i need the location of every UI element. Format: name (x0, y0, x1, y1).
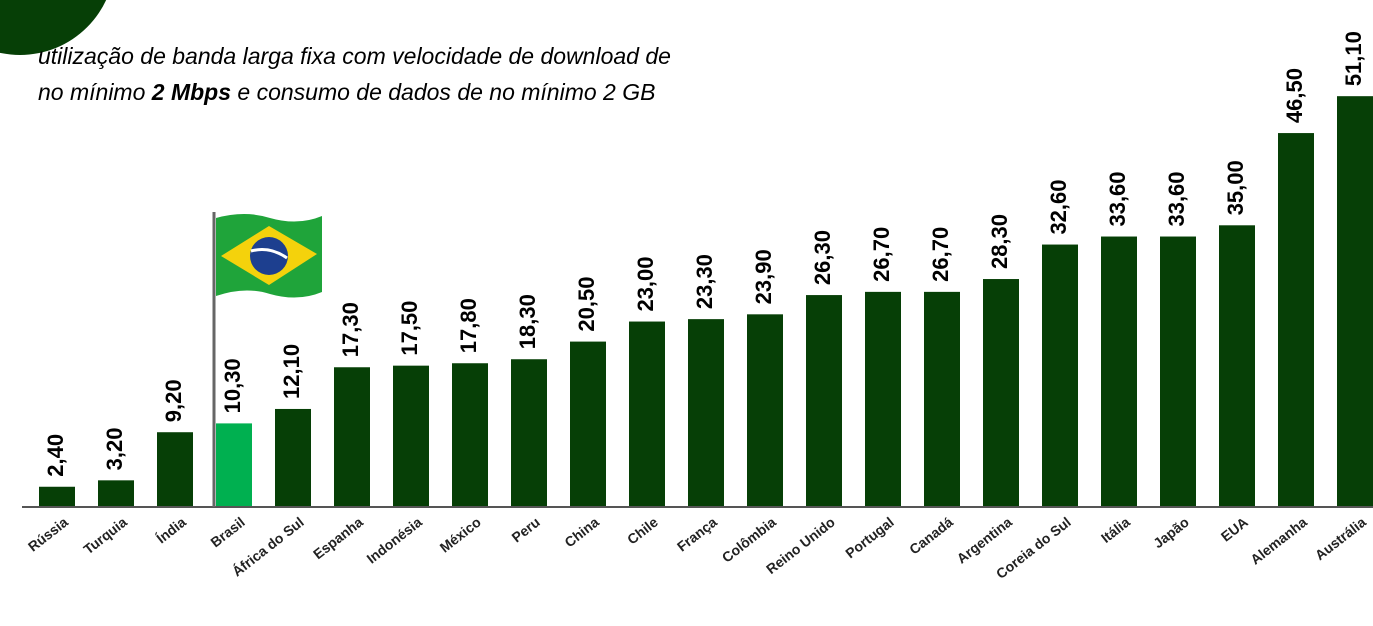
value-label: 35,00 (1223, 160, 1248, 215)
value-label: 2,40 (43, 434, 68, 477)
category-label: Chile (624, 514, 661, 548)
value-label: 26,70 (928, 227, 953, 282)
category-label: Brasil (207, 514, 248, 551)
subtitle-emphasis: 2 Mbps (151, 79, 231, 105)
value-label: 23,00 (633, 256, 658, 311)
bar (39, 486, 75, 506)
brazil-flag (212, 212, 322, 507)
value-label: 23,90 (751, 249, 776, 304)
category-label: Espanha (310, 514, 366, 563)
bar (570, 341, 606, 506)
bar (1160, 236, 1196, 506)
bar (157, 432, 193, 506)
bar (393, 365, 429, 506)
value-label: 9,20 (161, 379, 186, 422)
bar (452, 363, 488, 506)
subtitle-part: e consumo de dados de no mínimo 2 GB (231, 79, 655, 105)
bar (1278, 133, 1314, 506)
value-label: 12,10 (279, 344, 304, 399)
category-label: Canadá (906, 514, 956, 558)
value-label: 3,20 (102, 428, 127, 471)
category-label: Austrália (1312, 514, 1369, 564)
bars (39, 96, 1373, 507)
category-label: México (437, 514, 484, 556)
value-label: 18,30 (515, 294, 540, 349)
category-label: Peru (508, 514, 542, 546)
value-label: 32,60 (1046, 179, 1071, 234)
value-label: 17,50 (397, 301, 422, 356)
bar (629, 321, 665, 506)
category-label: Colômbia (719, 514, 779, 566)
category-label: Portugal (842, 514, 897, 562)
value-label: 33,60 (1105, 171, 1130, 226)
bar (1042, 244, 1078, 506)
value-label: 17,30 (338, 302, 363, 357)
bar (747, 314, 783, 506)
category-label: EUA (1218, 514, 1251, 545)
bar (983, 279, 1019, 506)
subtitle-line-1: utilização de banda larga fixa com veloc… (38, 43, 671, 69)
bar (924, 291, 960, 506)
category-label: França (674, 514, 720, 555)
bar (98, 480, 134, 506)
value-label: 20,50 (574, 277, 599, 332)
bar (1337, 96, 1373, 506)
bar (688, 319, 724, 506)
value-label: 10,30 (220, 358, 245, 413)
corner-decoration (0, 0, 107, 55)
category-label: Alemanha (1247, 514, 1310, 568)
bar (865, 291, 901, 506)
bar (511, 359, 547, 506)
category-label: China (561, 514, 602, 551)
category-label: Japão (1150, 514, 1192, 552)
bar (806, 295, 842, 506)
value-label: 51,10 (1341, 31, 1366, 86)
value-label: 17,80 (456, 298, 481, 353)
value-label: 23,30 (692, 254, 717, 309)
value-label: 33,60 (1164, 171, 1189, 226)
bar (1101, 236, 1137, 506)
subtitle-part: no mínimo (38, 79, 152, 105)
bar (1219, 225, 1255, 507)
category-label: Indonésia (363, 514, 425, 567)
value-label: 26,30 (810, 230, 835, 285)
category-label: Índia (153, 514, 189, 547)
value-label: 46,50 (1282, 68, 1307, 123)
category-label: Rússia (25, 514, 71, 555)
category-label: Turquia (80, 514, 130, 558)
bar (334, 367, 370, 506)
value-label: 26,70 (869, 227, 894, 282)
subtitle-line-2: no mínimo 2 Mbps e consumo de dados de n… (38, 79, 655, 105)
bar (216, 423, 252, 506)
category-label: Itália (1098, 514, 1133, 546)
bar (275, 408, 311, 506)
value-label: 28,30 (987, 214, 1012, 269)
